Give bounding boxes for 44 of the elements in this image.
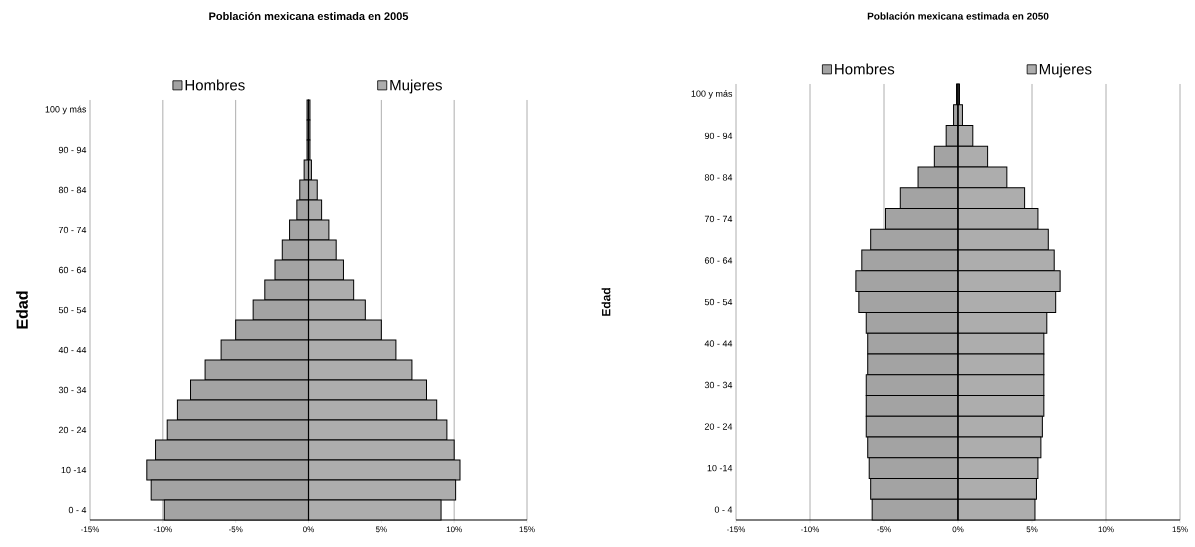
y-tick-label: 90 - 94 bbox=[704, 132, 733, 140]
x-tick-label: -5% bbox=[877, 526, 891, 533]
legend-label: Mujeres bbox=[390, 79, 442, 94]
y-tick-label: 40 - 44 bbox=[58, 346, 87, 354]
x-tick-label: 15% bbox=[1172, 526, 1188, 533]
legend-label: Hombres bbox=[185, 79, 245, 91]
y-tick-label: 20 - 24 bbox=[704, 423, 733, 430]
y-tick-label: 40 - 44 bbox=[704, 340, 733, 347]
x-tick-label: -15% bbox=[81, 526, 100, 533]
y-tick-label: 80 - 84 bbox=[704, 174, 733, 181]
x-tick-label: -10% bbox=[153, 526, 172, 533]
x-tick-label: -15% bbox=[727, 526, 746, 533]
x-tick-label: -10% bbox=[801, 526, 820, 533]
y-tick-label: 90 - 94 bbox=[58, 146, 87, 154]
y-tick-label: 80 - 84 bbox=[58, 186, 87, 194]
x-tick-label: -5% bbox=[228, 526, 243, 533]
y-tick-label: 60 - 64 bbox=[704, 257, 733, 264]
y-tick-label: 20 - 24 bbox=[58, 426, 87, 434]
x-tick-label: 0% bbox=[952, 526, 964, 533]
y-axis-title: Edad bbox=[16, 291, 28, 329]
y-axis-title: Edad bbox=[601, 288, 611, 316]
y-tick-label: 30 - 34 bbox=[58, 386, 87, 394]
x-tick-label: 5% bbox=[375, 526, 387, 533]
chart-title: Población mexicana estimada en 2005 bbox=[209, 11, 409, 21]
x-tick-label: 10% bbox=[446, 526, 462, 533]
x-tick-label: 0% bbox=[303, 526, 314, 533]
y-tick-label: 10 -14 bbox=[61, 466, 87, 474]
y-tick-label: 10 -14 bbox=[707, 464, 733, 472]
y-tick-label: 60 - 64 bbox=[58, 266, 87, 274]
legend-label: Hombres bbox=[835, 63, 895, 75]
x-tick-label: 5% bbox=[1026, 526, 1038, 533]
y-tick-label: 100 y más bbox=[691, 90, 733, 99]
x-tick-label: 15% bbox=[519, 526, 535, 533]
chart-title: Población mexicana estimada en 2050 bbox=[867, 12, 1049, 20]
y-tick-label: 30 - 34 bbox=[704, 381, 733, 389]
y-tick-label: 100 y más bbox=[45, 105, 87, 115]
legend-label: Mujeres bbox=[1039, 63, 1092, 78]
y-tick-label: 0 - 4 bbox=[714, 506, 733, 513]
x-tick-label: 10% bbox=[1098, 526, 1114, 533]
y-tick-label: 70 - 74 bbox=[704, 215, 733, 223]
y-tick-label: 70 - 74 bbox=[58, 226, 87, 234]
y-tick-label: 50 - 54 bbox=[704, 298, 733, 306]
y-tick-label: 0 - 4 bbox=[68, 506, 87, 514]
y-tick-label: 50 - 54 bbox=[58, 306, 87, 314]
